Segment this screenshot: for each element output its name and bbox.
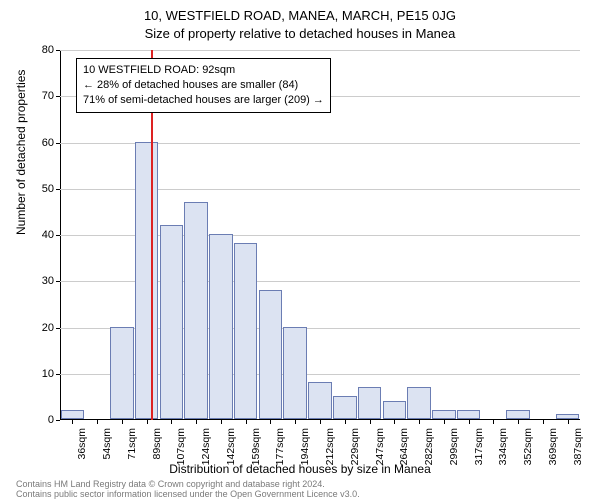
histogram-bar (333, 396, 357, 419)
y-tick-mark (56, 50, 60, 51)
x-tick-mark (147, 420, 148, 424)
annotation-line3: 71% of semi-detached houses are larger (… (83, 93, 324, 108)
histogram-bar (432, 410, 456, 419)
x-tick-mark (246, 420, 247, 424)
x-tick-mark (196, 420, 197, 424)
histogram-bar (184, 202, 208, 419)
histogram-bar (259, 290, 283, 420)
histogram-bar (358, 387, 382, 419)
x-tick-label: 159sqm (250, 428, 262, 465)
histogram-bar (506, 410, 530, 419)
x-tick-label: 282sqm (423, 428, 435, 465)
x-tick-mark (518, 420, 519, 424)
plot-area: 10 WESTFIELD ROAD: 92sqm ← 28% of detach… (60, 50, 580, 420)
x-tick-label: 229sqm (349, 428, 361, 465)
x-tick-label: 212sqm (324, 428, 336, 465)
x-axis-label: Distribution of detached houses by size … (0, 462, 600, 476)
y-tick-label: 20 (14, 322, 54, 334)
x-tick-label: 36sqm (76, 428, 88, 460)
y-tick-mark (56, 235, 60, 236)
x-tick-mark (419, 420, 420, 424)
x-tick-label: 124sqm (200, 428, 212, 465)
x-tick-mark (270, 420, 271, 424)
x-tick-mark (345, 420, 346, 424)
x-tick-label: 317sqm (473, 428, 485, 465)
histogram-bar (234, 243, 258, 419)
histogram-bar (308, 382, 332, 419)
footer-line2: Contains public sector information licen… (16, 490, 360, 499)
chart-supertitle: 10, WESTFIELD ROAD, MANEA, MARCH, PE15 0… (0, 8, 600, 23)
chart-container: 10, WESTFIELD ROAD, MANEA, MARCH, PE15 0… (0, 0, 600, 500)
y-tick-label: 50 (14, 183, 54, 195)
y-tick-label: 80 (14, 44, 54, 56)
x-tick-label: 247sqm (374, 428, 386, 465)
histogram-bar (209, 234, 233, 419)
histogram-bar (283, 327, 307, 420)
x-tick-mark (221, 420, 222, 424)
histogram-bar (457, 410, 481, 419)
histogram-bar (556, 414, 580, 419)
x-tick-mark (543, 420, 544, 424)
x-tick-label: 264sqm (398, 428, 410, 465)
grid-line (60, 50, 580, 51)
x-tick-label: 177sqm (274, 428, 286, 465)
x-tick-label: 71sqm (126, 428, 138, 460)
x-tick-label: 369sqm (547, 428, 559, 465)
y-tick-mark (56, 420, 60, 421)
y-tick-mark (56, 96, 60, 97)
histogram-bar (61, 410, 85, 419)
x-tick-mark (295, 420, 296, 424)
histogram-bar (383, 401, 407, 420)
x-tick-mark (469, 420, 470, 424)
x-tick-label: 54sqm (101, 428, 113, 460)
histogram-bar (160, 225, 184, 419)
x-tick-mark (444, 420, 445, 424)
y-tick-mark (56, 143, 60, 144)
x-tick-mark (394, 420, 395, 424)
x-tick-label: 107sqm (175, 428, 187, 465)
x-tick-mark (320, 420, 321, 424)
x-tick-mark (122, 420, 123, 424)
x-tick-mark (171, 420, 172, 424)
y-tick-label: 40 (14, 229, 54, 241)
footer-line1: Contains HM Land Registry data © Crown c… (16, 480, 325, 489)
x-tick-mark (97, 420, 98, 424)
y-tick-label: 60 (14, 137, 54, 149)
y-tick-mark (56, 281, 60, 282)
x-tick-mark (72, 420, 73, 424)
x-tick-label: 352sqm (522, 428, 534, 465)
annotation-box: 10 WESTFIELD ROAD: 92sqm ← 28% of detach… (76, 58, 331, 113)
y-tick-label: 0 (14, 414, 54, 426)
histogram-bar (407, 387, 431, 419)
chart-title: Size of property relative to detached ho… (0, 26, 600, 41)
annotation-line1: 10 WESTFIELD ROAD: 92sqm (83, 63, 324, 78)
x-tick-mark (568, 420, 569, 424)
y-tick-mark (56, 374, 60, 375)
x-tick-label: 387sqm (572, 428, 584, 465)
x-tick-label: 334sqm (497, 428, 509, 465)
x-tick-label: 194sqm (299, 428, 311, 465)
histogram-bar (110, 327, 134, 420)
x-tick-label: 142sqm (225, 428, 237, 465)
y-tick-label: 70 (14, 90, 54, 102)
x-tick-mark (493, 420, 494, 424)
y-tick-mark (56, 328, 60, 329)
histogram-bar (135, 142, 159, 420)
y-tick-label: 30 (14, 275, 54, 287)
x-tick-label: 299sqm (448, 428, 460, 465)
y-tick-mark (56, 189, 60, 190)
annotation-line2: ← 28% of detached houses are smaller (84… (83, 78, 324, 93)
x-tick-label: 89sqm (151, 428, 163, 460)
x-tick-mark (370, 420, 371, 424)
y-tick-label: 10 (14, 368, 54, 380)
